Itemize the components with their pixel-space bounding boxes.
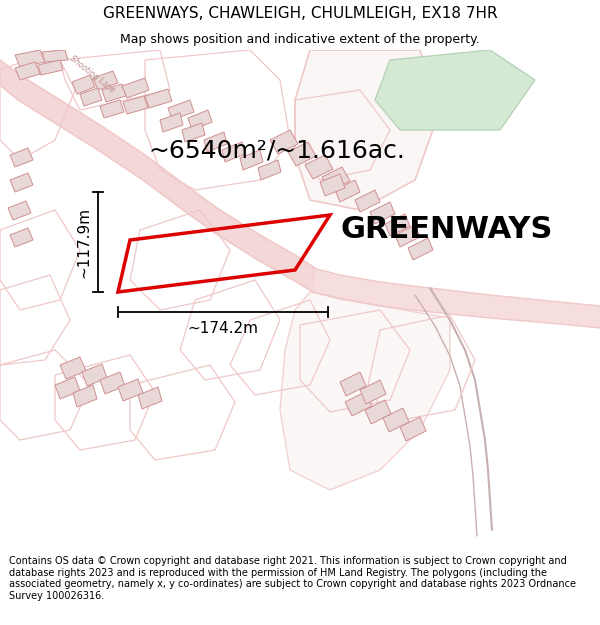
Polygon shape bbox=[55, 377, 80, 399]
Polygon shape bbox=[80, 88, 102, 106]
Text: Shooting Lane: Shooting Lane bbox=[68, 54, 116, 95]
Polygon shape bbox=[395, 225, 420, 247]
Polygon shape bbox=[385, 214, 410, 236]
Polygon shape bbox=[383, 408, 409, 432]
Polygon shape bbox=[345, 392, 372, 416]
Polygon shape bbox=[288, 142, 316, 166]
Text: Map shows position and indicative extent of the property.: Map shows position and indicative extent… bbox=[120, 32, 480, 46]
Text: Contains OS data © Crown copyright and database right 2021. This information is : Contains OS data © Crown copyright and d… bbox=[9, 556, 576, 601]
Polygon shape bbox=[258, 160, 281, 180]
Polygon shape bbox=[370, 202, 395, 224]
Polygon shape bbox=[10, 173, 33, 192]
Polygon shape bbox=[305, 155, 333, 179]
Polygon shape bbox=[118, 379, 143, 401]
Polygon shape bbox=[8, 201, 31, 220]
Polygon shape bbox=[322, 167, 350, 191]
Polygon shape bbox=[123, 96, 148, 114]
Polygon shape bbox=[145, 89, 172, 108]
Text: GREENWAYS, CHAWLEIGH, CHULMLEIGH, EX18 7HR: GREENWAYS, CHAWLEIGH, CHULMLEIGH, EX18 7… bbox=[103, 6, 497, 21]
Polygon shape bbox=[72, 75, 95, 94]
Text: ~6540m²/~1.616ac.: ~6540m²/~1.616ac. bbox=[148, 138, 405, 162]
Polygon shape bbox=[100, 372, 125, 394]
Polygon shape bbox=[408, 238, 433, 260]
Polygon shape bbox=[73, 385, 97, 407]
Polygon shape bbox=[360, 380, 386, 404]
Polygon shape bbox=[38, 60, 63, 75]
Polygon shape bbox=[168, 100, 194, 120]
Polygon shape bbox=[15, 50, 45, 67]
Polygon shape bbox=[320, 174, 345, 196]
Polygon shape bbox=[102, 84, 126, 102]
Polygon shape bbox=[222, 142, 245, 162]
Polygon shape bbox=[93, 71, 118, 90]
Polygon shape bbox=[340, 372, 366, 396]
Text: ~117.9m: ~117.9m bbox=[76, 206, 91, 278]
Polygon shape bbox=[0, 60, 315, 292]
Polygon shape bbox=[10, 228, 33, 247]
Polygon shape bbox=[400, 417, 426, 441]
Polygon shape bbox=[10, 148, 33, 167]
Polygon shape bbox=[313, 268, 600, 328]
Polygon shape bbox=[15, 62, 40, 80]
Polygon shape bbox=[82, 364, 107, 386]
Polygon shape bbox=[335, 180, 360, 202]
Polygon shape bbox=[160, 113, 183, 132]
Text: GREENWAYS: GREENWAYS bbox=[340, 216, 553, 244]
Polygon shape bbox=[365, 400, 391, 424]
Text: ~174.2m: ~174.2m bbox=[187, 321, 259, 336]
Polygon shape bbox=[182, 123, 205, 142]
Polygon shape bbox=[204, 132, 227, 152]
Polygon shape bbox=[240, 150, 263, 170]
Polygon shape bbox=[375, 50, 535, 130]
Polygon shape bbox=[355, 190, 380, 212]
Polygon shape bbox=[188, 110, 212, 130]
Polygon shape bbox=[42, 50, 68, 62]
Polygon shape bbox=[295, 50, 440, 210]
Polygon shape bbox=[138, 387, 162, 409]
Polygon shape bbox=[60, 357, 86, 379]
Polygon shape bbox=[100, 100, 124, 118]
Polygon shape bbox=[122, 78, 149, 98]
Polygon shape bbox=[270, 130, 298, 154]
Polygon shape bbox=[280, 292, 450, 490]
